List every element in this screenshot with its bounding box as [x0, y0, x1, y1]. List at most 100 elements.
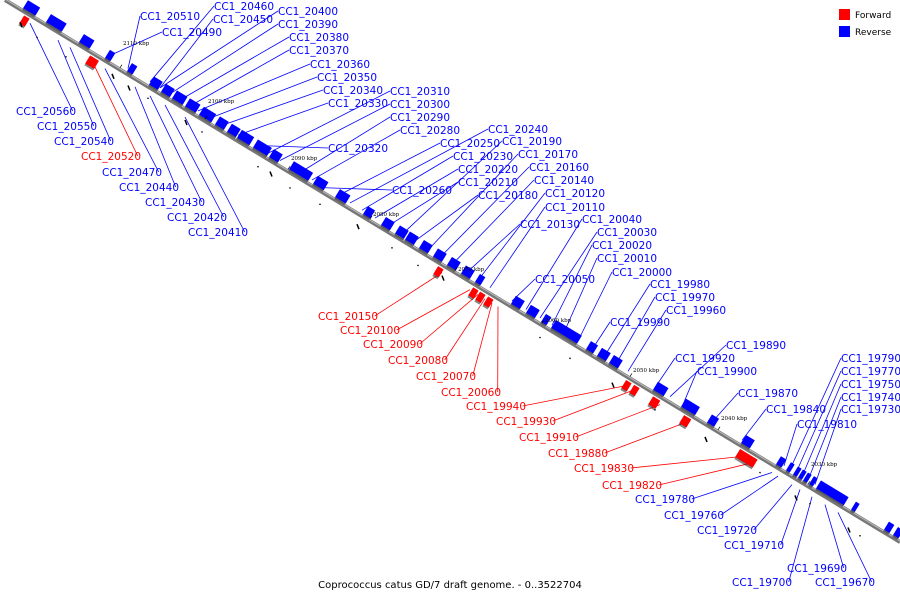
connector-cc1-19690 — [824, 504, 845, 569]
gene-label-cc1-20310: CC1_20310 — [390, 86, 450, 98]
scale-tick-7 — [629, 373, 633, 377]
connector-cc1-19750 — [801, 383, 842, 477]
reverse-gene-48-shadow — [892, 535, 899, 541]
gene-label-cc1-20380: CC1_20380 — [289, 32, 349, 44]
reverse-gene-8-shadow — [171, 98, 183, 107]
gene-label-cc1-20280: CC1_20280 — [400, 125, 460, 137]
gene-label-cc1-20150: CC1_20150 — [318, 311, 378, 323]
scale-tick-5 — [454, 267, 458, 271]
gene-label-cc1-20410: CC1_20410 — [188, 227, 248, 239]
gene-label-cc1-20360: CC1_20360 — [310, 59, 370, 71]
connector-cc1-20120 — [477, 192, 546, 281]
reverse-gene-35-shadow — [652, 389, 664, 398]
gene-label-cc1-20420: CC1_20420 — [167, 212, 227, 224]
connector-cc1-20180 — [413, 194, 479, 243]
reverse-gene-42-shadow — [797, 477, 802, 482]
gene-label-cc1-19710: CC1_19710 — [724, 540, 784, 552]
scale-tick-label-9: 2030 kbp — [811, 462, 838, 468]
gene-label-cc1-20440: CC1_20440 — [119, 182, 179, 194]
genome-backbone-layer — [3, 0, 900, 544]
connector-cc1-20490 — [107, 31, 163, 57]
reverse-gene-13-shadow — [236, 137, 250, 147]
marker-dot-4 — [201, 131, 203, 133]
connector-cc1-20420 — [164, 104, 225, 218]
reverse-gene-39-shadow — [775, 464, 782, 470]
gene-label-cc1-20260: CC1_20260 — [392, 185, 452, 197]
legend-reverse-label: Reverse — [855, 28, 892, 38]
reverse-gene-43-shadow — [802, 480, 807, 485]
reverse-gene-28-shadow — [510, 303, 520, 311]
marker-dot-10 — [539, 336, 541, 339]
connector-cc1-20370 — [189, 49, 290, 107]
connector-cc1-19700 — [788, 496, 813, 583]
reverse-gene-15-shadow — [268, 157, 278, 165]
gene-label-cc1-19780: CC1_19780 — [635, 494, 695, 506]
connector-cc1-20030 — [539, 231, 598, 319]
gene-label-cc1-20210: CC1_20210 — [458, 177, 518, 189]
legend-forward-swatch — [839, 9, 850, 20]
gene-label-cc1-20370: CC1_20370 — [289, 45, 349, 57]
scale-tick-4 — [369, 215, 373, 220]
forward-gene-7-shadow — [620, 388, 627, 393]
gene-label-cc1-19980: CC1_19980 — [650, 279, 710, 291]
connector-cc1-20520 — [91, 60, 139, 157]
connector-cc1-20020 — [551, 244, 593, 326]
small-feature-9 — [704, 436, 708, 443]
reverse-gene-10-shadow — [198, 114, 212, 124]
gene-label-cc1-19880: CC1_19880 — [548, 448, 608, 460]
connector-cc1-20550 — [57, 39, 95, 127]
connector-cc1-20540 — [69, 47, 112, 142]
marker-dot-5 — [257, 165, 259, 168]
marker-dot-7 — [319, 203, 321, 206]
gene-label-cc1-19810: CC1_19810 — [797, 419, 857, 431]
connector-cc1-20400 — [159, 10, 279, 89]
connector-cc1-19720 — [753, 484, 793, 531]
forward-gene-5-shadow — [474, 299, 481, 305]
gene-label-cc1-20230: CC1_20230 — [453, 151, 513, 163]
legend: Forward Reverse — [839, 9, 892, 38]
gene-label-cc1-20080: CC1_20080 — [388, 355, 448, 367]
marker-dot-12 — [654, 409, 656, 411]
connector-cc1-19810 — [783, 423, 798, 466]
connector-cc1-20220 — [374, 168, 459, 219]
gene-label-cc1-20190: CC1_20190 — [502, 136, 562, 148]
gene-label-cc1-20340: CC1_20340 — [323, 85, 383, 97]
reverse-gene-19-shadow — [362, 214, 371, 221]
gene-label-cc1-19920: CC1_19920 — [675, 353, 735, 365]
scale-ticks: 2110 kbp 2100 kbp 2090 kbp 2080 kbp 2070 kbp… — [119, 41, 838, 485]
gene-label-cc1-19720: CC1_19720 — [697, 525, 757, 537]
connector-cc1-20150 — [374, 272, 443, 317]
connector-cc1-20340 — [221, 89, 324, 126]
connector-cc1-20300 — [279, 103, 391, 161]
reverse-gene-14-shadow — [252, 147, 267, 158]
scale-tick-label-3: 2090 kbp — [291, 156, 318, 162]
reverse-gene-40 — [785, 462, 795, 473]
marker-dot-15 — [859, 534, 861, 537]
gene-label-cc1-19870: CC1_19870 — [738, 388, 798, 400]
gene-label-cc1-20520: CC1_20520 — [81, 151, 141, 163]
connector-cc1-20080 — [444, 298, 486, 361]
gene-label-cc1-20450: CC1_20450 — [213, 14, 273, 26]
gene-label-cc1-20330: CC1_20330 — [328, 98, 388, 110]
connector-cc1-19910 — [575, 404, 661, 438]
connector-cc1-19790 — [789, 357, 842, 470]
connector-cc1-20440 — [134, 86, 177, 188]
gene-label-cc1-20030: CC1_20030 — [597, 227, 657, 239]
reverse-gene-26-shadow — [460, 273, 470, 281]
gene-label-cc1-20100: CC1_20100 — [340, 325, 400, 337]
gene-label-cc1-20470: CC1_20470 — [102, 167, 162, 179]
gene-label-cc1-20300: CC1_20300 — [390, 99, 450, 111]
reverse-gene-44-shadow — [808, 484, 813, 489]
reverse-gene-47-shadow — [883, 529, 890, 535]
connector-cc1-20230 — [361, 155, 454, 211]
gene-label-cc1-19770: CC1_19770 — [841, 366, 900, 378]
connector-cc1-19930 — [552, 389, 636, 422]
gene-label-cc1-19820: CC1_19820 — [602, 480, 662, 492]
gene-label-cc1-20540: CC1_20540 — [54, 136, 114, 148]
reverse-gene-1-shadow — [22, 8, 36, 18]
gene-label-cc1-20160: CC1_20160 — [529, 162, 589, 174]
forward-gene-10-shadow — [678, 423, 687, 430]
connector-cc1-19980 — [603, 283, 651, 357]
gene-label-cc1-19690: CC1_19690 — [787, 563, 847, 575]
gene-label-cc1-20040: CC1_20040 — [582, 214, 642, 226]
